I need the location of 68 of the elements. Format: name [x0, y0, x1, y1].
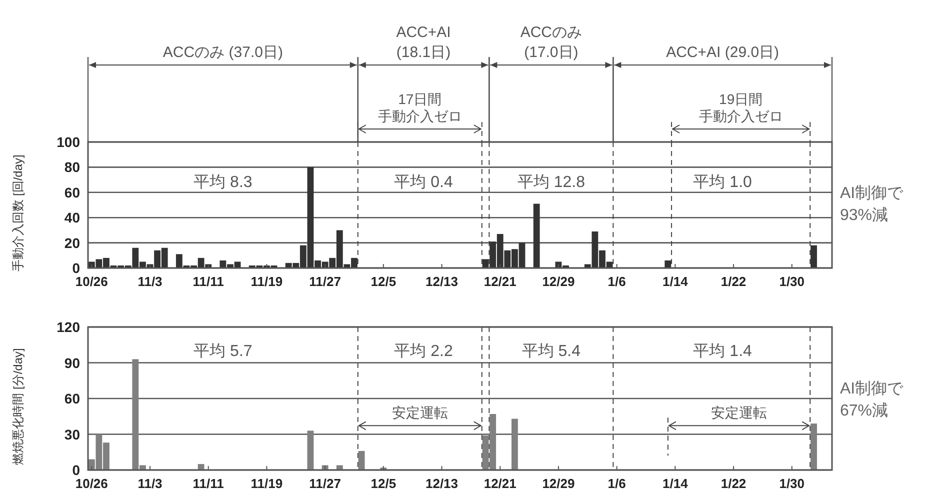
x-tick-label: 1/30	[779, 274, 805, 289]
x-tick-label: 11/11	[192, 274, 224, 289]
x-tick-label: 1/14	[662, 476, 689, 491]
text: AI制御で 67%減	[840, 380, 904, 420]
text: 手動介入ゼロ	[698, 108, 783, 124]
y-tick-label: 40	[64, 210, 80, 226]
y-axis-title: 手動介入回数 [回/day]	[11, 154, 25, 272]
text: ACCのみ (17.0日)	[520, 24, 582, 61]
y-tick-label: 90	[64, 354, 80, 371]
bar	[336, 465, 343, 470]
x-tick-label: 1/6	[608, 476, 626, 491]
y-axis-title: 燃焼悪化時間 [分/day]	[11, 348, 25, 465]
text: ACCのみ (37.0日)	[162, 44, 283, 61]
x-tick-label: 12/13	[425, 274, 458, 289]
x-tick-label: 11/27	[309, 476, 341, 491]
x-tick-label: 11/3	[138, 274, 162, 289]
x-tick-label: 11/3	[138, 476, 162, 491]
bar	[307, 430, 314, 470]
x-tick-label: 12/21	[484, 476, 516, 491]
x-tick-label: 1/22	[720, 476, 746, 491]
bar	[198, 464, 204, 470]
annotation: 平均 5.7	[194, 342, 252, 360]
y-tick-label: 120	[56, 319, 80, 335]
y-tick-label: 0	[72, 462, 80, 478]
x-tick-label: 1/22	[720, 274, 746, 289]
x-tick-label: 11/27	[309, 274, 341, 289]
y-tick-label: 0	[72, 260, 80, 276]
annotation: 安定運転	[392, 404, 448, 421]
y-tick-label: 60	[64, 184, 80, 200]
bar	[810, 245, 817, 268]
text: AI制御で 93%減	[840, 184, 904, 224]
x-tick-label: 12/21	[484, 274, 516, 289]
x-tick-label: 10/26	[75, 274, 108, 289]
text: 19日間	[719, 91, 763, 107]
text: ACC+AI (29.0日)	[666, 44, 780, 61]
x-tick-label: 12/29	[542, 476, 575, 491]
x-tick-label: 12/29	[542, 274, 575, 289]
x-tick-label: 11/11	[192, 476, 224, 491]
x-tick-label: 1/30	[779, 476, 805, 491]
annotation: 安定運転	[711, 404, 768, 421]
text: ACC+AI (18.1日)	[396, 24, 451, 61]
annotation: 平均 1.0	[693, 174, 752, 192]
bar	[533, 204, 540, 268]
x-tick-label: 12/5	[370, 274, 396, 289]
x-tick-label: 1/6	[608, 274, 626, 289]
annotation: 平均 1.4	[693, 342, 752, 360]
annotation: 平均 8.3	[194, 174, 252, 192]
x-tick-label: 12/13	[425, 476, 458, 491]
annotation: 平均 5.4	[522, 342, 581, 360]
y-tick-label: 100	[56, 134, 80, 150]
x-tick-label: 10/26	[75, 476, 108, 491]
x-tick-label: 11/19	[250, 274, 283, 289]
bar	[664, 260, 672, 268]
y-tick-label: 20	[64, 234, 80, 251]
annotation: 平均 12.8	[517, 174, 586, 192]
annotation: 平均 2.2	[394, 342, 453, 360]
x-tick-label: 1/14	[662, 274, 689, 289]
bar	[511, 418, 518, 470]
x-tick-label: 12/5	[370, 476, 396, 491]
bar	[358, 450, 365, 470]
x-tick-label: 11/19	[250, 476, 283, 491]
bar	[810, 424, 817, 470]
y-tick-label: 80	[64, 159, 80, 176]
text: 手動介入ゼロ	[378, 108, 462, 124]
text: 17日間	[398, 91, 442, 107]
y-tick-label: 30	[64, 426, 80, 442]
y-tick-label: 60	[64, 390, 80, 406]
annotation: 平均 0.4	[394, 174, 453, 192]
